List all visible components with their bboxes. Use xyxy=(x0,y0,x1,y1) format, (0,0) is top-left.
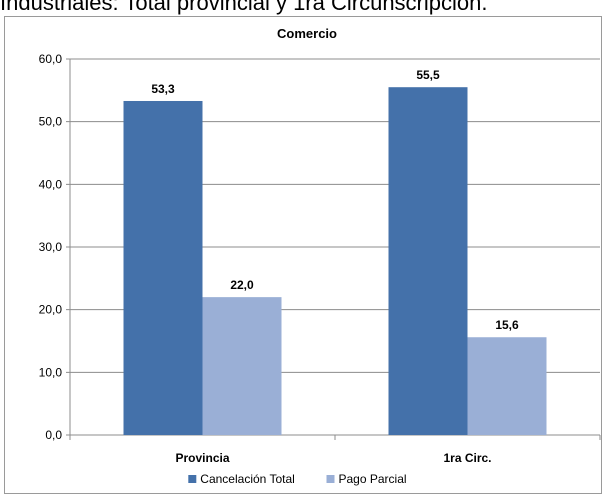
y-tick-label: 50,0 xyxy=(39,115,63,129)
x-axis-categories: Provincia 1ra Circ. xyxy=(175,451,491,465)
legend-label: Pago Parcial xyxy=(339,472,407,486)
bar xyxy=(467,337,547,435)
x-category-label: 1ra Circ. xyxy=(443,451,491,465)
y-tick-label: 40,0 xyxy=(39,177,63,191)
chart-title: Comercio xyxy=(277,26,337,41)
y-tick-label: 60,0 xyxy=(39,52,63,66)
bar xyxy=(123,100,203,435)
y-tick-label: 30,0 xyxy=(39,240,63,254)
y-axis-ticks: 0,0 10,0 20,0 30,0 40,0 50,0 60,0 xyxy=(39,52,63,442)
legend-swatch xyxy=(326,475,335,483)
bar-value-label: 15,6 xyxy=(495,318,519,332)
x-category-label: Provincia xyxy=(175,451,229,465)
y-tick-label: 20,0 xyxy=(39,303,63,317)
bar xyxy=(202,297,282,435)
legend-swatch xyxy=(188,475,197,483)
bar xyxy=(388,87,468,435)
y-tick-label: 10,0 xyxy=(39,365,63,379)
bar-value-label: 22,0 xyxy=(230,278,254,292)
y-tick-label: 0,0 xyxy=(45,428,62,442)
bars: 53,3 22,0 55,5 15,6 xyxy=(123,68,547,435)
page-caption: Industriales: Total provincial y 1ra Cir… xyxy=(0,0,488,15)
legend-label: Cancelación Total xyxy=(200,472,295,486)
legend: Cancelación Total Pago Parcial xyxy=(188,472,407,486)
bar-value-label: 53,3 xyxy=(151,82,175,96)
bar-value-label: 55,5 xyxy=(416,68,440,82)
